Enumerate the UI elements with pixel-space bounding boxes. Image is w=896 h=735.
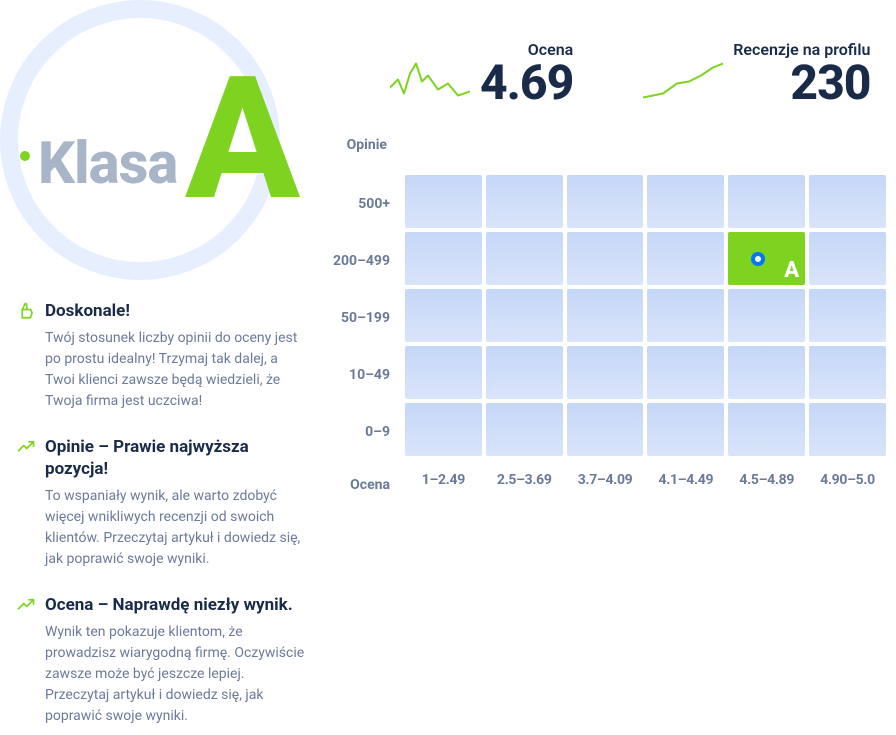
heatmap-cell	[647, 403, 724, 456]
badge-grade: A	[185, 54, 292, 224]
trend-up-icon	[17, 438, 35, 456]
info-item-body: To wspaniały wynik, ale warto zdobyć wię…	[45, 486, 310, 570]
heatmap-cell	[567, 289, 644, 342]
sparkline-reviews	[643, 57, 723, 107]
heatmap-x-label: 4.90–5.0	[809, 472, 886, 488]
stats-row: Ocena 4.69 Recenzje na profilu 230	[330, 40, 886, 107]
heatmap-y-title: Opinie	[330, 137, 405, 167]
sparkline-rating	[390, 57, 470, 107]
heatmap-x-label: 3.7–4.09	[567, 472, 644, 488]
thumb-up-icon	[17, 302, 35, 320]
heatmap-cell	[809, 232, 886, 285]
heatmap-marker	[751, 252, 765, 266]
heatmap-row	[405, 346, 886, 399]
heatmap-row	[405, 289, 886, 342]
info-list: Doskonale! Twój stosunek liczby opinii do…	[15, 290, 310, 727]
heatmap-x-label: 1–2.49	[405, 472, 482, 488]
heatmap-row	[405, 175, 886, 228]
heatmap-cell	[809, 289, 886, 342]
heatmap-cell	[567, 232, 644, 285]
heatmap-x-title: Ocena	[330, 460, 405, 510]
heatmap-cell	[567, 175, 644, 228]
heatmap-x-label: 2.5–3.69	[486, 472, 563, 488]
info-item-body: Twój stosunek liczby opinii do oceny jes…	[45, 328, 310, 412]
heatmap-cell	[728, 289, 805, 342]
heatmap-cell	[405, 289, 482, 342]
heatmap-cell	[728, 175, 805, 228]
badge-dot	[20, 151, 30, 161]
info-item: Ocena – Naprawdę niezły wynik. Wynik ten …	[45, 594, 310, 727]
heatmap-cell	[647, 289, 724, 342]
stat-rating: Ocena 4.69	[390, 40, 573, 107]
heatmap-y-label: 10–49	[330, 346, 405, 403]
heatmap-y-label: 50–199	[330, 289, 405, 346]
heatmap-x-label: 4.1–4.49	[647, 472, 724, 488]
info-item-title: Ocena – Naprawdę niezły wynik.	[45, 594, 310, 616]
heatmap-cell	[809, 175, 886, 228]
heatmap-cell	[405, 232, 482, 285]
heatmap-x-label: 4.5–4.89	[728, 472, 805, 488]
heatmap-y-label: 0–9	[330, 403, 405, 460]
heatmap-row: A	[405, 232, 886, 285]
heatmap-cell	[728, 346, 805, 399]
heatmap: Opinie 500+200–49950–19910–490–9 Ocena A…	[330, 137, 886, 510]
heatmap-cell: A	[728, 232, 805, 285]
heatmap-y-label: 500+	[330, 175, 405, 232]
heatmap-row	[405, 403, 886, 456]
heatmap-cell	[809, 346, 886, 399]
heatmap-cell	[567, 403, 644, 456]
heatmap-cell	[809, 403, 886, 456]
heatmap-cell	[647, 175, 724, 228]
info-item-title: Opinie – Prawie najwyższa pozycja!	[45, 436, 310, 480]
stat-reviews-value: 230	[733, 59, 870, 107]
heatmap-cell	[486, 346, 563, 399]
stat-reviews: Recenzje na profilu 230	[643, 40, 870, 107]
heatmap-cell	[486, 289, 563, 342]
stat-rating-value: 4.69	[480, 59, 573, 107]
badge-label: Klasa	[38, 130, 177, 198]
info-item-title: Doskonale!	[45, 300, 310, 322]
heatmap-y-label: 200–499	[330, 232, 405, 289]
heatmap-cell	[567, 346, 644, 399]
heatmap-cell	[647, 346, 724, 399]
info-item: Doskonale! Twój stosunek liczby opinii do…	[45, 300, 310, 412]
heatmap-cell	[405, 403, 482, 456]
heatmap-cell-letter: A	[784, 258, 799, 283]
heatmap-cell	[405, 346, 482, 399]
info-item: Opinie – Prawie najwyższa pozycja! To wsp…	[45, 436, 310, 570]
heatmap-grid: A	[405, 175, 886, 456]
heatmap-cell	[405, 175, 482, 228]
trend-up-icon	[17, 596, 35, 614]
heatmap-cell	[486, 175, 563, 228]
heatmap-cell	[647, 232, 724, 285]
heatmap-cell	[486, 403, 563, 456]
heatmap-cell	[486, 232, 563, 285]
grade-badge: A Klasa	[15, 0, 310, 270]
heatmap-cell	[728, 403, 805, 456]
info-item-body: Wynik ten pokazuje klientom, że prowadzi…	[45, 622, 310, 727]
